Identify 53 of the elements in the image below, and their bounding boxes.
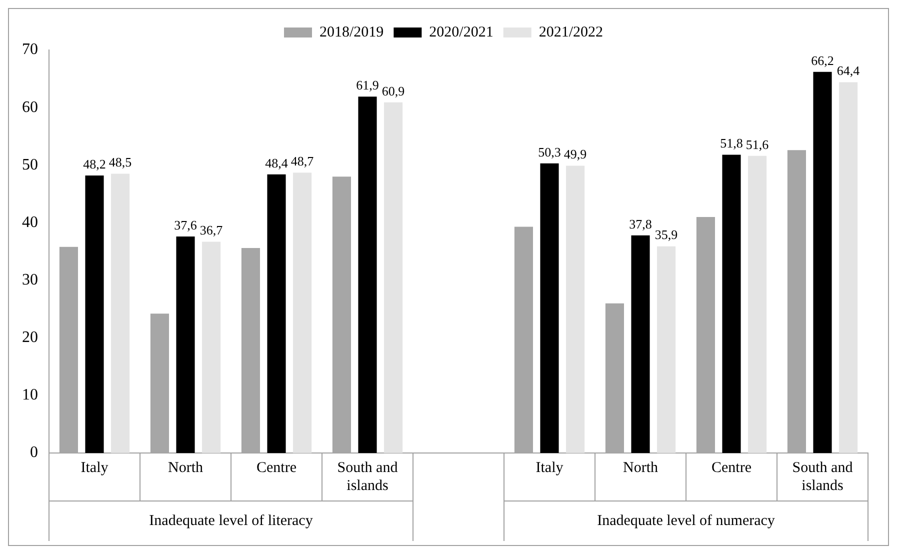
bar [358, 96, 377, 453]
bar [813, 72, 832, 453]
data-label: 48,5 [108, 154, 132, 170]
bar [293, 172, 312, 453]
x-tick-label: Centre [256, 460, 297, 476]
bar [566, 166, 585, 453]
bar [384, 102, 403, 453]
y-tick-label: 70 [22, 41, 38, 58]
text: Inadequate level of numeracy [597, 512, 776, 529]
text: Inadequate level of literacy [149, 512, 314, 529]
x-tick-label: North [623, 460, 658, 476]
bar [657, 246, 676, 453]
data-label: 48,7 [290, 154, 314, 169]
bar [176, 236, 195, 453]
x-tick-label: South and islands [337, 460, 398, 494]
data-label: 35,9 [654, 227, 678, 242]
legend-label: 2020/2021 [429, 24, 494, 40]
x-tick-label: Italy [80, 460, 109, 476]
y-tick-label: 60 [22, 98, 38, 116]
data-label: 48,2 [83, 156, 106, 172]
data-label: 64,4 [836, 63, 860, 78]
y-tick-label: 20 [22, 329, 38, 346]
bar [540, 163, 559, 453]
data-label: 36,7 [200, 222, 224, 238]
bar [111, 174, 130, 453]
data-label: 60,9 [382, 83, 405, 98]
y-tick-label: 10 [22, 386, 38, 404]
data-label: 48,4 [265, 155, 288, 170]
data-label: 50,3 [538, 144, 561, 160]
y-tick-label: 0 [30, 444, 38, 462]
bar [202, 242, 221, 453]
legend-label: 2018/2019 [320, 24, 384, 40]
x-tick-label: South and islands [792, 460, 854, 494]
data-label: 49,9 [564, 146, 587, 162]
data-label: 51,8 [720, 136, 743, 151]
bar [631, 235, 650, 453]
y-tick-label: 50 [22, 156, 38, 174]
bar [722, 154, 741, 453]
data-label: 51,6 [746, 136, 770, 152]
bar [85, 176, 104, 453]
data-label: 37,6 [174, 217, 198, 232]
x-tick-label: Centre [712, 460, 752, 476]
bar [267, 174, 286, 453]
bar [839, 82, 858, 453]
legend-label: 2021/2022 [538, 24, 604, 40]
x-tick-label: Italy [536, 460, 564, 476]
x-tick-label: North [168, 460, 204, 476]
y-tick-label: 40 [22, 214, 38, 231]
y-tick-label: 30 [22, 271, 38, 288]
data-label: 61,9 [356, 78, 379, 93]
bar [748, 156, 767, 453]
data-label: 66,2 [811, 52, 834, 68]
data-label: 37,8 [629, 216, 652, 232]
